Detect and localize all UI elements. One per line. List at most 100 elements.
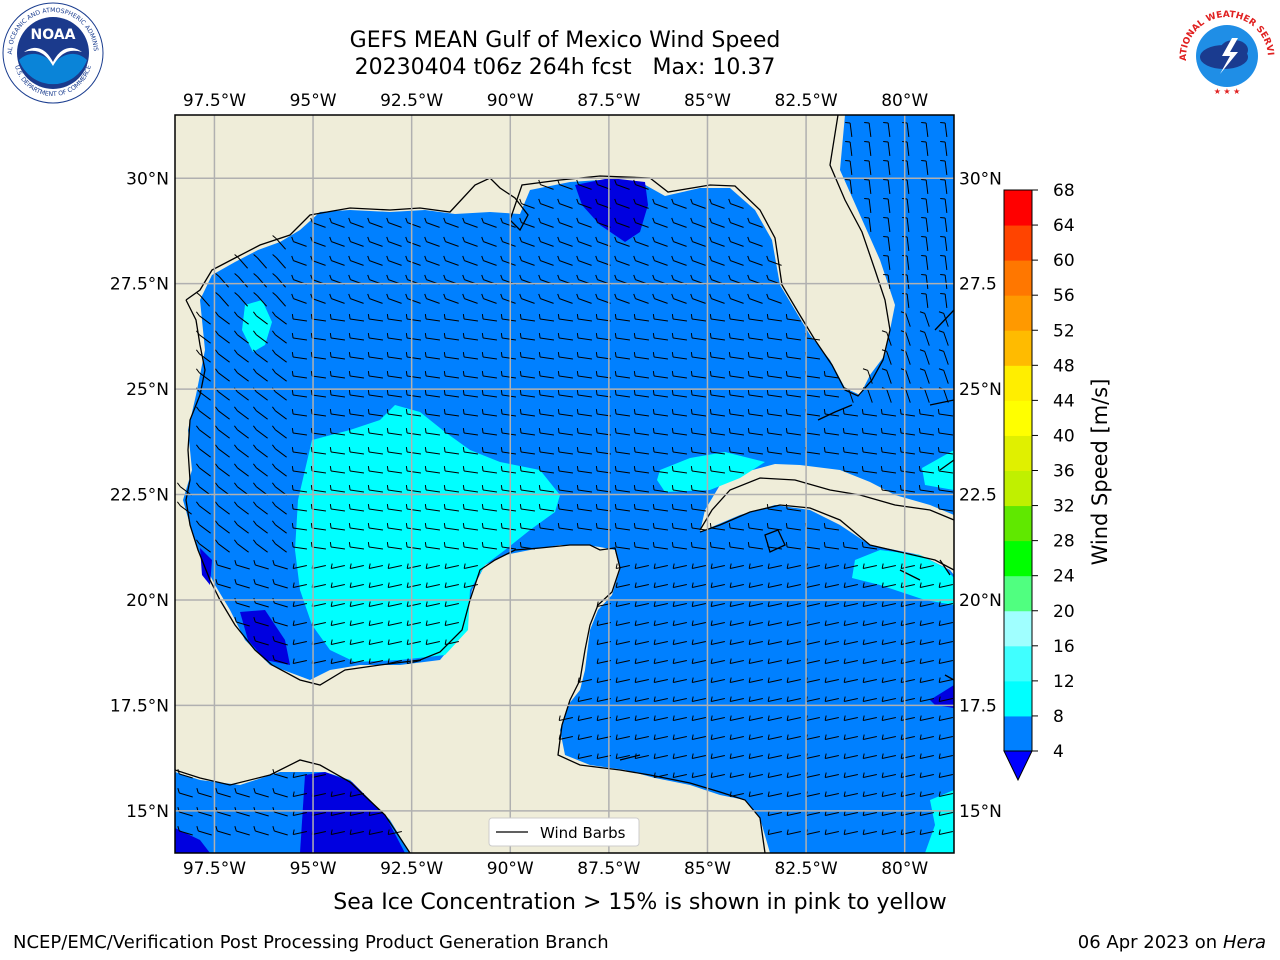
wind-barb	[272, 273, 287, 288]
wind-barb	[348, 293, 364, 304]
wind-barb	[728, 409, 745, 417]
wind-barb	[424, 293, 440, 304]
wind-barb	[881, 368, 892, 384]
wind-barb	[348, 255, 364, 266]
wind-barb	[653, 715, 668, 721]
wind-barb	[405, 523, 422, 531]
wind-barb	[272, 826, 288, 836]
wind-barb	[272, 292, 287, 307]
wind-barb	[195, 482, 211, 496]
wind-barb	[615, 563, 630, 569]
wind-barb	[690, 217, 706, 228]
wind-barb	[195, 501, 211, 515]
wind-barb	[576, 466, 593, 474]
wind-barb	[557, 504, 574, 512]
wind-barb	[252, 539, 268, 553]
wind-barb	[538, 485, 555, 493]
wind-barb	[233, 311, 249, 325]
lon-label-top-3: 90°W	[487, 91, 534, 111]
wind-barb	[786, 620, 801, 626]
wind-barb	[883, 121, 891, 138]
wind-barb	[881, 582, 896, 588]
colorbar-segment-4	[1004, 575, 1032, 612]
wind-barb	[710, 696, 725, 702]
wind-barb	[747, 236, 763, 247]
wind-barb	[747, 390, 764, 398]
colorbar-segment-3	[1004, 610, 1032, 647]
wind-barb	[690, 428, 707, 436]
wind-barb	[843, 582, 858, 588]
wind-barb	[881, 658, 896, 664]
wind-barb	[252, 501, 268, 515]
wind-barb	[519, 504, 536, 512]
wind-barb	[577, 715, 592, 721]
coastline-cuba	[699, 477, 954, 571]
wind-barb	[576, 236, 592, 247]
wind-barb	[862, 696, 877, 702]
wind-barb	[709, 255, 725, 266]
wind-barb	[292, 620, 307, 626]
wind-barb	[823, 542, 840, 550]
wind-barb	[195, 463, 211, 477]
wind-barb	[883, 235, 891, 252]
wind-barb	[576, 390, 593, 398]
wind-barb	[709, 217, 725, 228]
wind-barb	[728, 333, 745, 341]
wind-barb	[291, 504, 308, 512]
wind-barb	[824, 620, 839, 626]
wind-barb	[481, 447, 498, 455]
wind-barb	[671, 255, 687, 266]
wind-barb	[252, 520, 268, 534]
wind-barb	[196, 788, 212, 798]
wind-barb	[862, 601, 877, 607]
wind-barb	[900, 677, 915, 683]
wind-barb	[938, 601, 953, 607]
wind-barb	[195, 406, 211, 420]
wind-barb	[500, 409, 517, 417]
wind-barb	[633, 236, 649, 247]
wind-barb	[405, 352, 422, 360]
wind-barb	[748, 677, 763, 683]
lon-label-top-4: 87.5°W	[577, 91, 640, 111]
wind-barb	[861, 447, 878, 455]
lon-label-bottom-7: 80°W	[881, 859, 928, 879]
wind-barb	[405, 333, 422, 341]
wind-barb	[252, 425, 268, 439]
wind-barb	[348, 542, 365, 550]
wind-barb	[291, 542, 308, 550]
wind-barb	[444, 601, 459, 607]
lon-label-bottom-6: 82.5°W	[775, 859, 838, 879]
wind-barb	[823, 409, 840, 417]
wind-barb	[824, 753, 839, 759]
wind-field-8-12-cuba-east	[922, 450, 954, 490]
wind-barb	[576, 333, 593, 341]
colorbar-segment-5	[1004, 540, 1032, 577]
wind-barb	[880, 466, 897, 474]
wind-barb	[881, 330, 892, 346]
wind-barb	[766, 523, 783, 531]
wind-barb	[310, 504, 327, 512]
wind-barb	[938, 582, 953, 588]
wind-barb	[557, 428, 574, 436]
wind-barb	[329, 293, 345, 304]
wind-barb	[652, 504, 669, 512]
wind-barb	[576, 179, 592, 190]
wind-barb	[652, 466, 669, 474]
wind-barb	[349, 601, 364, 607]
wind-barb	[691, 658, 706, 664]
wind-barb	[824, 734, 839, 740]
wind-barb	[786, 696, 801, 702]
wind-barb	[937, 447, 954, 455]
wind-barb	[747, 542, 764, 550]
wind-barb	[766, 390, 783, 398]
wind-barb	[557, 293, 573, 304]
wind-barb	[786, 829, 801, 835]
wind-barb	[443, 293, 459, 304]
coastline-central-america	[175, 759, 411, 853]
wind-barb	[767, 734, 782, 740]
nws-stars-icon: ★ ★ ★	[1214, 87, 1241, 96]
wind-barb	[843, 620, 858, 626]
wind-barb	[349, 620, 364, 626]
wind-barb	[557, 466, 574, 474]
wind-barb	[728, 217, 744, 228]
